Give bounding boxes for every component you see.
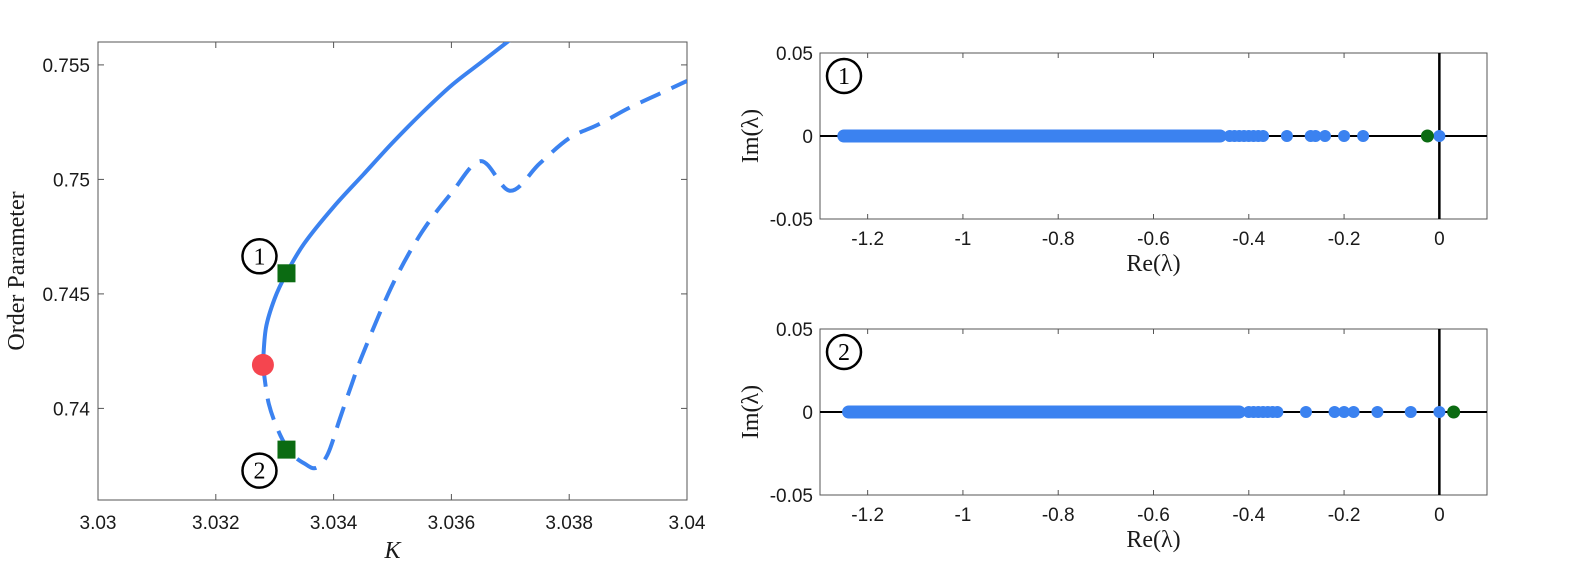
spectrum-plot-1: -1.2 -1 -0.8 -0.6 -0.4 -0.2 0 -0.05 0 0.05 Re(λ) Im…	[738, 44, 1488, 277]
y-tick-label: 0.74	[53, 399, 90, 420]
eigenvalue-point	[1319, 130, 1332, 142]
x-axis-label: Re(λ)	[1126, 527, 1180, 553]
eigenvalue-point	[1257, 130, 1270, 142]
y-tick-label: 0	[802, 403, 813, 424]
panel-badge-label: 2	[838, 340, 850, 366]
eigenvalue-point	[1280, 130, 1293, 142]
eigenvalue-point	[1299, 406, 1312, 418]
y-tick-label: 0.755	[42, 56, 90, 77]
x-tick-label: -1.2	[851, 229, 884, 250]
y-tick-label: 0	[802, 127, 813, 148]
y-tick-label: 0.05	[776, 320, 813, 341]
bifurcation-plot: 3.03 3.032 3.034 3.036 3.038 3.04 0.74 0.745 0.7…	[4, 41, 706, 564]
y-tick-label: 0.75	[53, 170, 90, 191]
eigenvalue-point	[1433, 406, 1446, 418]
x-tick-label: 0	[1434, 229, 1445, 250]
fold-point	[251, 353, 274, 376]
unstable-branch-line	[260, 79, 687, 471]
x-tick-label: 3.032	[192, 513, 240, 534]
panel-badge-label: 1	[838, 64, 850, 90]
y-axis-label: Order Parameter	[4, 191, 30, 350]
curve-group	[260, 42, 687, 471]
eigenvalue-point	[1357, 130, 1370, 142]
y-tick-label: -0.05	[770, 486, 813, 507]
x-tick-label: 3.038	[545, 513, 593, 534]
x-tick-label: -1	[954, 229, 971, 250]
eigenvalue-point	[1371, 406, 1384, 418]
y-tick-label: 0.05	[776, 44, 813, 65]
eigenvalue-point	[1404, 406, 1417, 418]
y-tick-label: 0.745	[42, 285, 90, 306]
marker-badge-circle-1	[241, 238, 278, 275]
marker-badge-label-1: 1	[253, 244, 265, 270]
x-tick-label: -0.4	[1232, 229, 1265, 250]
plot-frame	[97, 41, 688, 501]
eigenvalue-point	[1271, 406, 1284, 418]
y-axis-label: Im(λ)	[738, 109, 764, 163]
x-tick-label: -0.4	[1232, 505, 1265, 526]
x-tick-label: 3.04	[669, 513, 706, 534]
spectrum-plot-2: -1.2 -1 -0.8 -0.6 -0.4 -0.2 0 -0.05 0 0.05 Re(λ) Im…	[738, 320, 1488, 553]
panel-badge-circle	[825, 57, 863, 95]
eigenvalue-point	[1433, 130, 1446, 142]
y-axis-label: Im(λ)	[738, 385, 764, 439]
critical-eigenvalue-point	[1420, 129, 1434, 143]
x-tick-label: -0.8	[1042, 229, 1075, 250]
marker-badge-circle-2	[241, 452, 278, 489]
eigenvalue-point	[1347, 406, 1360, 418]
x-tick-label: -0.6	[1137, 229, 1170, 250]
x-tick-label: -0.2	[1328, 229, 1361, 250]
eigenvalue-point	[1338, 130, 1351, 142]
x-tick-label: -1	[954, 505, 971, 526]
panel-badge-circle	[825, 333, 863, 371]
marker-square-1	[277, 264, 296, 283]
x-tick-label: -0.6	[1137, 505, 1170, 526]
x-tick-label: 0	[1434, 505, 1445, 526]
x-tick-label: 3.034	[310, 513, 358, 534]
stable-branch-line	[260, 42, 511, 366]
eigenvalue-point	[1338, 406, 1351, 418]
marker-square-2	[277, 440, 296, 459]
y-tick-label: -0.05	[770, 210, 813, 231]
x-axis-label: Re(λ)	[1126, 251, 1180, 277]
x-tick-label: -0.2	[1328, 505, 1361, 526]
x-tick-label: 3.03	[80, 513, 117, 534]
marker-badge-label-2: 2	[253, 459, 265, 485]
critical-eigenvalue-point	[1447, 405, 1461, 419]
x-axis-label: K	[383, 538, 402, 564]
x-tick-label: -1.2	[851, 505, 884, 526]
x-tick-label: 3.036	[428, 513, 476, 534]
x-tick-label: -0.8	[1042, 505, 1075, 526]
eigenvalue-point	[1328, 406, 1341, 418]
eigenvalue-point	[1309, 130, 1322, 142]
